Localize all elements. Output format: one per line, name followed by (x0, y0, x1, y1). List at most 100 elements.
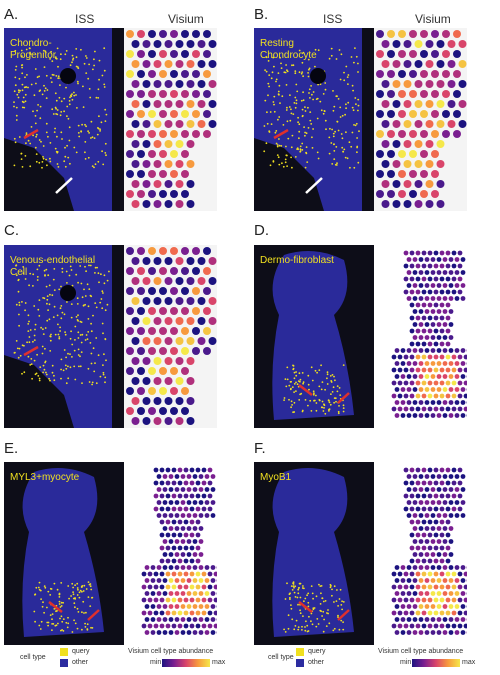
iss-query-dot (277, 156, 280, 159)
visium-spot (181, 190, 189, 198)
visium-spot (433, 289, 439, 295)
visium-spot (433, 393, 439, 399)
iss-query-dot (74, 622, 77, 625)
iss-query-dot (54, 127, 56, 130)
visium-spot (168, 474, 174, 479)
visium-spot (164, 377, 173, 385)
visium-spot (142, 357, 151, 365)
visium-spot (142, 417, 151, 425)
iss-query-dot (304, 106, 306, 108)
iss-query-dot (71, 356, 73, 358)
visium-spot (147, 623, 153, 629)
visium-spot (126, 70, 134, 78)
visium-spot (445, 354, 451, 360)
iss-query-dot (351, 131, 354, 134)
iss-query-dot (20, 64, 23, 67)
visium-spot (442, 604, 448, 609)
iss-query-dot (21, 66, 23, 69)
visium-spot (189, 597, 195, 603)
visium-spot (439, 493, 445, 499)
iss-query-dot (95, 306, 98, 309)
iss-query-dot (60, 358, 63, 361)
iss-query-dot (39, 628, 42, 630)
visium-spot (445, 406, 451, 412)
iss-query-dot (60, 305, 63, 307)
iss-query-dot (57, 75, 60, 78)
legend-cell-type-title: cell type (20, 654, 46, 661)
visium-spot (418, 591, 424, 596)
visium-spot (409, 558, 415, 564)
iss-query-dot (317, 83, 319, 86)
visium-spot (197, 317, 206, 325)
iss-query-dot (95, 382, 98, 385)
visium-spot (454, 617, 460, 622)
iss-query-dot (348, 141, 351, 144)
visium-spot (418, 578, 424, 583)
iss-query-dot (324, 82, 327, 84)
visium-spot (451, 380, 457, 386)
visium-spot (195, 597, 201, 603)
visium-spot (164, 317, 173, 325)
visium-spot (447, 40, 456, 48)
iss-query-dot (36, 268, 39, 271)
iss-query-dot (313, 392, 315, 395)
iss-query-dot (49, 339, 52, 342)
visium-spot (460, 487, 466, 492)
iss-query-dot (336, 385, 339, 387)
visium-spot (159, 545, 165, 551)
visium-spot (168, 513, 174, 518)
iss-query-dot (38, 377, 41, 380)
visium-spot (203, 130, 211, 138)
visium-spot (153, 277, 162, 285)
visium-spot (391, 597, 397, 603)
visium-spot (448, 270, 454, 275)
iss-query-dot (276, 145, 279, 148)
visium-spot (142, 100, 151, 108)
visium-spot (460, 283, 466, 288)
visium-spot (162, 500, 168, 505)
visium-spot (159, 584, 165, 590)
visium-spot (424, 361, 430, 366)
visium-spot (204, 630, 210, 635)
visium-spot (447, 80, 456, 88)
iss-query-dot (291, 404, 293, 406)
visium-spot (398, 190, 406, 198)
visium-spot (162, 539, 168, 544)
iss-query-dot (337, 614, 339, 617)
visium-spot (445, 623, 451, 629)
iss-query-dot (287, 137, 290, 140)
visium-spot (197, 80, 206, 88)
iss-query-dot (38, 161, 41, 164)
visium-spot (430, 387, 436, 392)
iss-query-dot (38, 315, 41, 317)
visium-spot (198, 513, 204, 518)
iss-query-dot (46, 164, 48, 167)
iss-query-dot (13, 137, 16, 140)
visium-spot (415, 315, 421, 321)
visium-spot (409, 150, 417, 158)
visium-spot (415, 480, 421, 486)
visium-spot (168, 578, 174, 583)
visium-spot (195, 623, 201, 629)
iss-query-dot (286, 69, 288, 72)
iss-query-dot (336, 95, 338, 98)
iss-query-dot (68, 139, 71, 142)
visium-spot (430, 617, 436, 622)
visium-spot (412, 578, 418, 583)
visium-spot (153, 317, 162, 325)
iss-query-dot (34, 122, 37, 125)
visium-spot (425, 180, 434, 188)
visium-spot (153, 417, 162, 425)
iss-query-dot (68, 597, 70, 600)
visium-spot (439, 328, 445, 334)
visium-spot (409, 328, 415, 334)
iss-query-dot (304, 597, 307, 600)
iss-query-dot (76, 587, 79, 589)
legend-abundance-min: min (150, 659, 162, 666)
iss-query-dot (91, 627, 94, 629)
iss-query-dot (102, 364, 104, 366)
iss-query-dot (57, 65, 59, 68)
legend-query-label: query (72, 648, 90, 655)
visium-spot (150, 591, 156, 596)
visium-spot (433, 367, 439, 373)
